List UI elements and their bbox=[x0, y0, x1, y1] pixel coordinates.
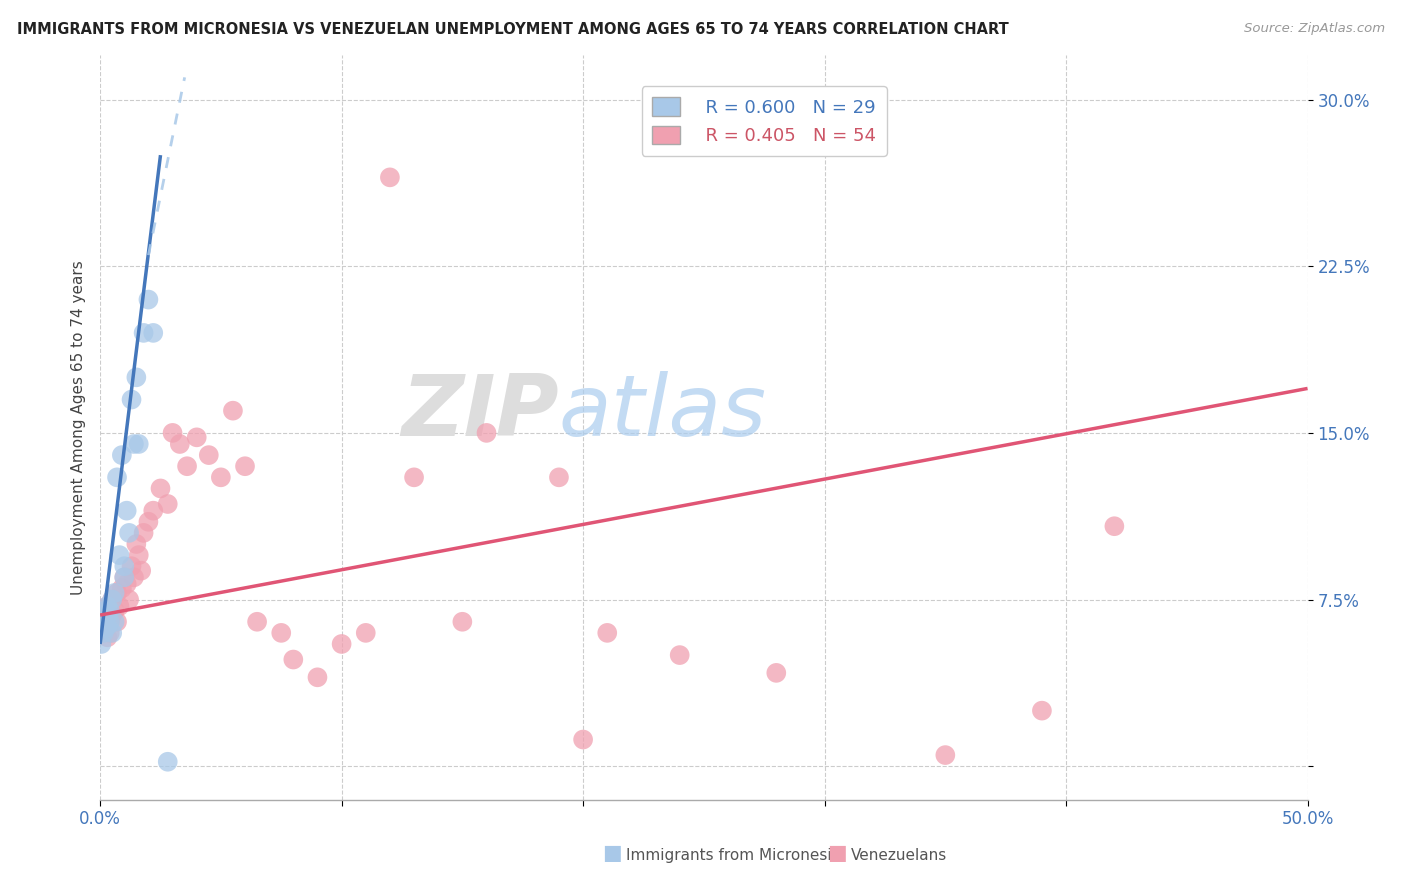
Point bbox=[149, 482, 172, 496]
Point bbox=[96, 599, 118, 614]
Point bbox=[93, 625, 115, 640]
Point bbox=[104, 615, 127, 629]
Point bbox=[105, 615, 128, 629]
Point bbox=[934, 748, 956, 763]
Text: IMMIGRANTS FROM MICRONESIA VS VENEZUELAN UNEMPLOYMENT AMONG AGES 65 TO 74 YEARS : IMMIGRANTS FROM MICRONESIA VS VENEZUELAN… bbox=[17, 22, 1008, 37]
Point bbox=[307, 670, 329, 684]
Point bbox=[121, 392, 143, 407]
Point bbox=[246, 615, 269, 629]
Text: ZIP: ZIP bbox=[401, 371, 560, 454]
Point bbox=[96, 608, 118, 623]
Point bbox=[138, 293, 160, 307]
Point bbox=[96, 599, 118, 614]
Point bbox=[121, 559, 143, 574]
Point bbox=[91, 615, 114, 629]
Point bbox=[765, 665, 787, 680]
Y-axis label: Unemployment Among Ages 65 to 74 years: Unemployment Among Ages 65 to 74 years bbox=[72, 260, 86, 595]
Point bbox=[94, 604, 117, 618]
Point bbox=[101, 592, 124, 607]
Point bbox=[233, 459, 256, 474]
Point bbox=[94, 604, 117, 618]
Point bbox=[112, 559, 135, 574]
Point bbox=[162, 425, 184, 440]
Point bbox=[142, 503, 165, 517]
Point bbox=[475, 425, 498, 440]
Text: Venezuelans: Venezuelans bbox=[851, 848, 946, 863]
Point bbox=[125, 537, 148, 551]
Point bbox=[122, 570, 145, 584]
Point bbox=[222, 403, 245, 417]
Point bbox=[98, 604, 121, 618]
Point bbox=[176, 459, 198, 474]
Point bbox=[98, 615, 121, 629]
Point bbox=[122, 437, 145, 451]
Text: atlas: atlas bbox=[560, 371, 766, 454]
Point bbox=[108, 548, 131, 562]
Text: ■: ■ bbox=[827, 844, 846, 863]
Point bbox=[451, 615, 474, 629]
Text: ■: ■ bbox=[602, 844, 621, 863]
Point bbox=[111, 582, 134, 596]
Point bbox=[104, 586, 127, 600]
Point bbox=[186, 430, 208, 444]
Point bbox=[105, 586, 128, 600]
Point bbox=[402, 470, 425, 484]
Text: Source: ZipAtlas.com: Source: ZipAtlas.com bbox=[1244, 22, 1385, 36]
Point bbox=[129, 564, 152, 578]
Point bbox=[132, 326, 155, 340]
Point bbox=[115, 577, 138, 591]
Point bbox=[101, 608, 124, 623]
Point bbox=[128, 437, 150, 451]
Point bbox=[283, 652, 305, 666]
Point bbox=[156, 497, 179, 511]
Point bbox=[111, 448, 134, 462]
Point bbox=[91, 625, 114, 640]
Point bbox=[112, 570, 135, 584]
Point bbox=[330, 637, 353, 651]
Text: Immigrants from Micronesia: Immigrants from Micronesia bbox=[626, 848, 841, 863]
Point bbox=[108, 599, 131, 614]
Point bbox=[91, 608, 114, 623]
Point bbox=[548, 470, 571, 484]
Legend:   R = 0.600   N = 29,   R = 0.405   N = 54: R = 0.600 N = 29, R = 0.405 N = 54 bbox=[641, 87, 887, 156]
Point bbox=[596, 625, 619, 640]
Point bbox=[118, 592, 141, 607]
Point bbox=[198, 448, 221, 462]
Point bbox=[94, 622, 117, 636]
Point bbox=[104, 604, 127, 618]
Point bbox=[96, 630, 118, 644]
Point bbox=[105, 470, 128, 484]
Point bbox=[118, 525, 141, 540]
Point bbox=[115, 503, 138, 517]
Point bbox=[1031, 704, 1053, 718]
Point bbox=[378, 170, 401, 185]
Point bbox=[668, 648, 690, 662]
Point bbox=[128, 548, 150, 562]
Point bbox=[98, 615, 121, 629]
Point bbox=[572, 732, 595, 747]
Point bbox=[90, 637, 112, 651]
Point bbox=[156, 755, 179, 769]
Point bbox=[98, 625, 121, 640]
Point bbox=[101, 625, 124, 640]
Point bbox=[101, 592, 124, 607]
Point bbox=[270, 625, 292, 640]
Point bbox=[1104, 519, 1126, 533]
Point bbox=[112, 570, 135, 584]
Point bbox=[169, 437, 191, 451]
Point bbox=[132, 525, 155, 540]
Point bbox=[354, 625, 377, 640]
Point bbox=[96, 619, 118, 633]
Point bbox=[209, 470, 232, 484]
Point bbox=[94, 622, 117, 636]
Point bbox=[138, 515, 160, 529]
Point bbox=[142, 326, 165, 340]
Point bbox=[125, 370, 148, 384]
